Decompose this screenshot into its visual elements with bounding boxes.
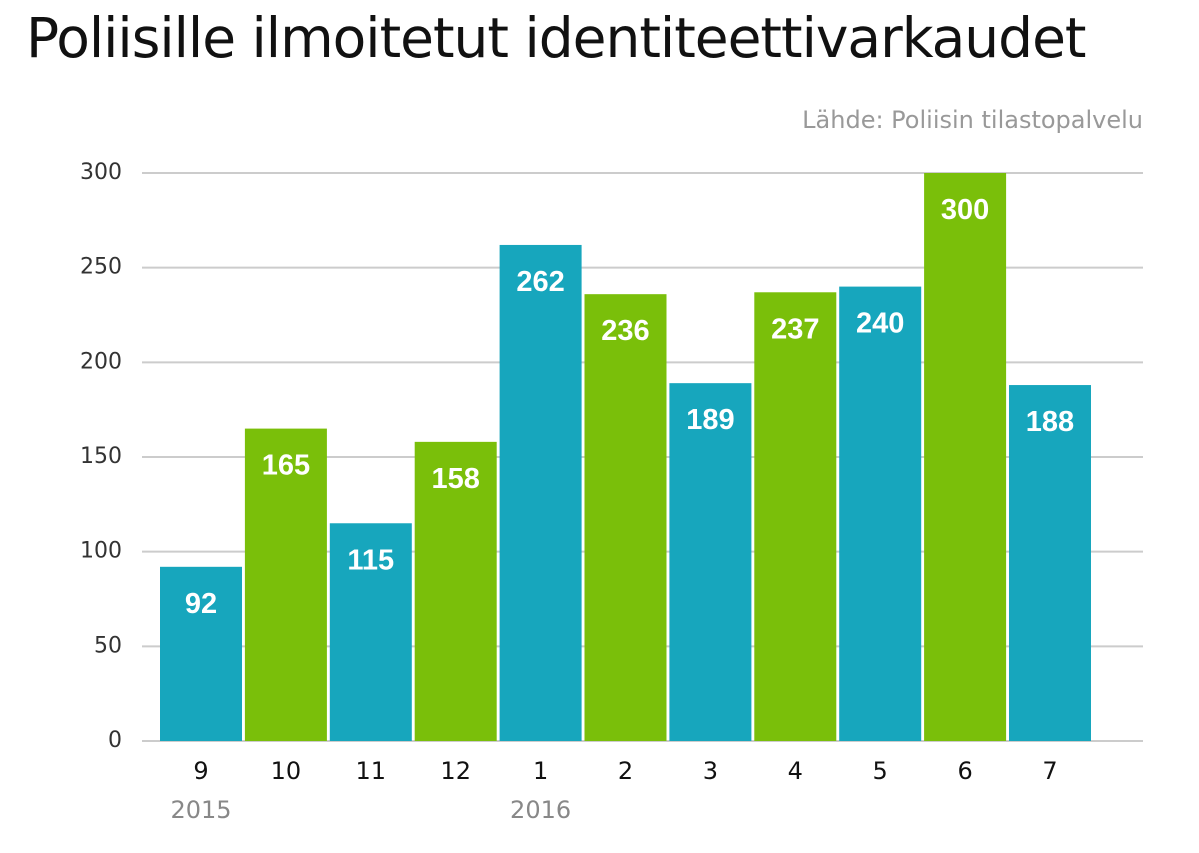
data-label: 92 [185,588,217,620]
bar [924,173,1007,741]
data-label: 262 [516,266,564,298]
bar [1009,385,1091,741]
bar [669,383,752,741]
x-tick-label: 5 [873,757,888,785]
bar [244,428,327,741]
year-labels: 2015 2016 [170,796,571,824]
data-label: 300 [941,194,989,226]
bars [160,173,1091,742]
y-tick-label: 200 [80,349,122,374]
y-tick-label: 100 [80,539,122,564]
x-tick-label: 10 [271,757,302,785]
x-tick-label: 7 [1042,757,1057,785]
x-tick-label: 2 [618,757,633,785]
x-tick-label: 6 [957,757,972,785]
y-tick-label: 250 [80,255,122,280]
data-labels: 92 165 115 158 262 236 189 237 240 300 188 [185,194,1074,620]
x-tick-label: 12 [440,757,471,785]
bar [160,566,242,741]
y-tick-label: 50 [94,633,122,658]
x-tick-label: 9 [193,757,208,785]
data-label: 115 [347,544,394,576]
bar [754,292,837,741]
bar [329,523,412,741]
data-label: 188 [1026,406,1074,438]
x-tick-label: 11 [356,757,387,785]
chart-title: Poliisille ilmoitetut identiteettivarkau… [26,6,1086,70]
y-axis: 0 50 100 150 200 250 300 [80,160,122,753]
y-tick-label: 0 [108,728,122,753]
data-label: 240 [856,308,904,340]
data-label: 189 [686,404,734,436]
x-axis: 9 10 11 12 1 2 3 4 5 6 7 [193,757,1057,785]
y-tick-label: 300 [80,160,122,185]
bar [414,441,497,741]
chart-source: Lähde: Poliisin tilastopalvelu [802,106,1143,134]
x-tick-label: 3 [703,757,718,785]
data-label: 158 [432,463,480,495]
year-label: 2016 [510,796,571,824]
data-label: 236 [601,315,649,347]
bar [584,294,667,741]
year-label: 2015 [170,796,231,824]
y-tick-label: 150 [80,444,122,469]
bar [499,244,582,742]
x-tick-label: 1 [533,757,548,785]
x-tick-label: 4 [788,757,803,785]
data-label: 165 [262,450,310,482]
bar [839,286,922,741]
data-label: 237 [771,313,819,345]
